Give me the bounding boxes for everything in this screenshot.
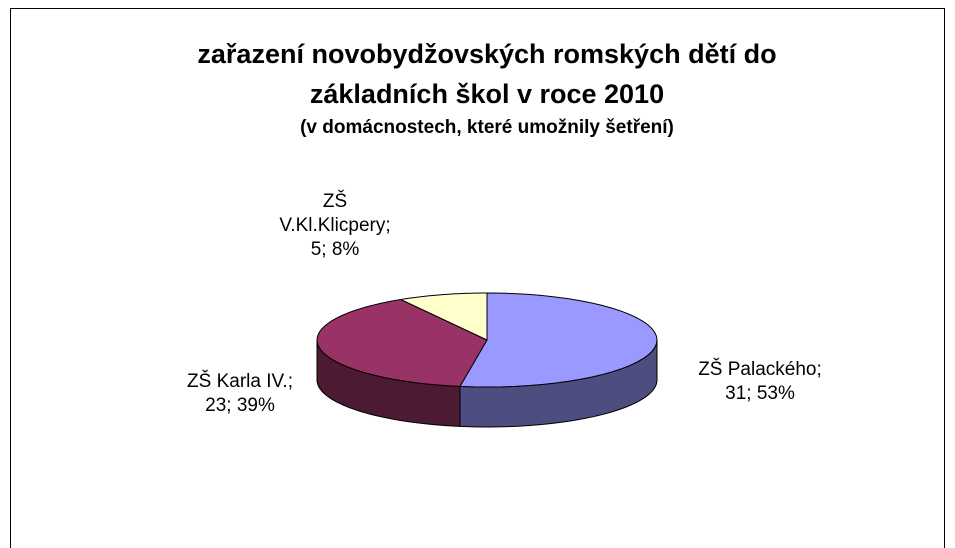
data-label-value: 5; 8%: [310, 239, 360, 260]
chart-subtitle: (v domácnostech, které umožnily šetření): [300, 117, 674, 138]
data-label-category: ZŠ Karla IV.;: [187, 371, 293, 392]
data-label: ZŠ Karla IV.; 23; 39%: [150, 370, 330, 418]
data-label-category: ZŠ Palackého;: [698, 359, 822, 380]
chart-frame: [10, 8, 945, 548]
data-label-value: 23; 39%: [205, 395, 275, 416]
data-label-category: ZŠ V.Kl.Klicpery;: [279, 191, 391, 236]
pie-slice: [399, 292, 488, 341]
data-label: ZŠ Palackého; 31; 53%: [660, 358, 860, 406]
data-label-value: 31; 53%: [725, 383, 795, 404]
pie-slice: [459, 292, 658, 388]
data-label: ZŠ V.Kl.Klicpery; 5; 8%: [270, 190, 400, 262]
pie-slice: [316, 298, 488, 387]
chart-title: zařazení novobydžovských romských dětí d…: [197, 39, 777, 109]
